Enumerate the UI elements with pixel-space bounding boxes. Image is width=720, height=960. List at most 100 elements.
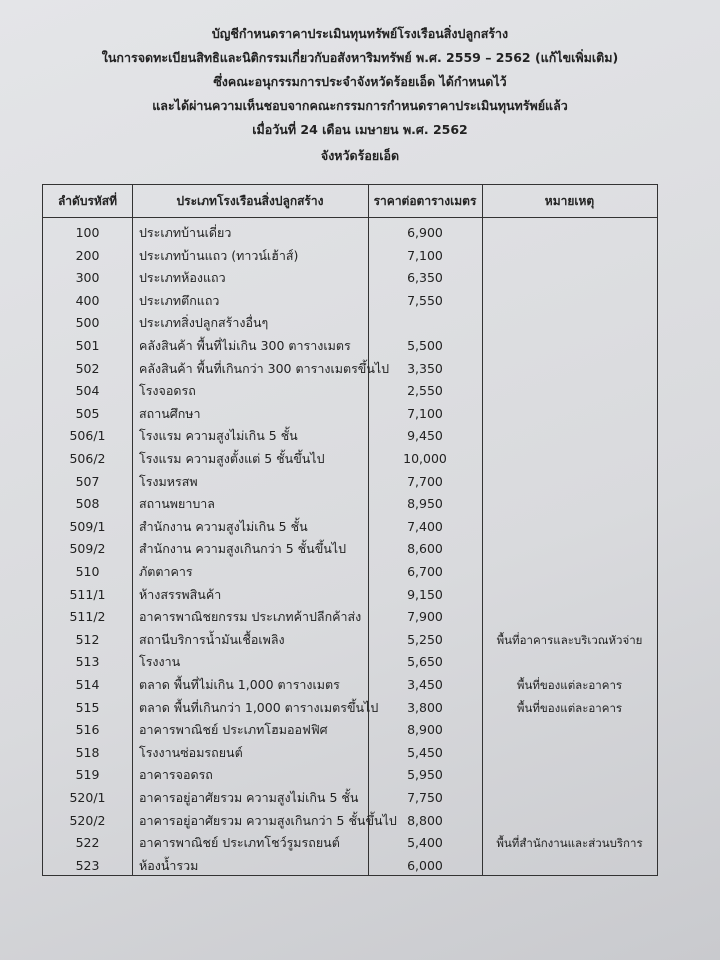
cell-type: ประเภทสิ่งปลูกสร้างอื่นๆ: [139, 315, 269, 331]
cell-code: 100: [75, 225, 100, 240]
column-header: ประเภทโรงเรือนสิ่งปลูกสร้าง: [176, 194, 324, 208]
column-header: ราคาต่อตารางเมตร: [373, 194, 477, 208]
cell-note: พื้นที่อาคารและบริเวณหัวจ่าย: [496, 632, 643, 647]
cell-type: อาคารอยู่อาศัยรวม ความสูงไม่เกิน 5 ชั้น: [139, 790, 359, 805]
cell-code: 520/1: [69, 790, 106, 805]
cell-type: ภัตตาคาร: [139, 564, 193, 579]
cell-price: 9,150: [407, 586, 443, 602]
cell-type: สำนักงาน ความสูงไม่เกิน 5 ชั้น: [139, 518, 308, 534]
cell-type: ห้องน้ำรวม: [139, 857, 199, 873]
cell-code: 522: [75, 835, 100, 851]
cell-type: สำนักงาน ความสูงเกินกว่า 5 ชั้นขึ้นไป: [139, 541, 347, 557]
cell-price: 3,800: [407, 699, 443, 715]
cell-type: ประเภทบ้านเดี่ยว: [139, 225, 232, 240]
cell-code: 520/2: [69, 812, 106, 828]
cell-type: ประเภทห้องแถว: [139, 270, 226, 286]
cell-note: พื้นที่ของแต่ละอาคาร: [516, 678, 623, 692]
cell-type: สถานีบริการน้ำมันเชื้อเพลิง: [139, 631, 285, 647]
cell-type: ตลาด พื้นที่ไม่เกิน 1,000 ตารางเมตร: [139, 677, 340, 692]
cell-price: 3,350: [407, 360, 443, 376]
column-header: หมายเหตุ: [544, 194, 595, 208]
header-line: และได้ผ่านความเห็นชอบจากคณะกรรมการกำหนดร…: [152, 98, 568, 113]
cell-code: 509/2: [69, 541, 106, 557]
cell-price: 6,900: [407, 225, 443, 240]
cell-type: ตลาด พื้นที่เกินกว่า 1,000 ตารางเมตรขึ้น…: [139, 699, 379, 715]
cell-price: 8,600: [407, 541, 443, 557]
cell-code: 511/1: [69, 586, 106, 602]
cell-type: สถานพยาบาล: [139, 496, 215, 512]
cell-type: โรงจอดรถ: [139, 383, 196, 399]
cell-code: 506/1: [69, 428, 106, 444]
cell-code: 300: [75, 270, 100, 286]
cell-code: 514: [75, 677, 100, 692]
cell-type: โรงงาน: [139, 654, 181, 670]
header-row: ลำดับรหัสที่ ประเภทโรงเรือนสิ่งปลูกสร้าง…: [43, 185, 657, 218]
cell-price: 6,350: [407, 270, 443, 286]
cell-price: 8,950: [407, 496, 443, 512]
cell-type: อาคารพาณิชย์ ประเภทโฮมออฟฟิศ: [139, 722, 328, 738]
cell-price: 5,950: [407, 767, 443, 783]
cell-price: 10,000: [403, 451, 447, 466]
cell-type: อาคารอยู่อาศัยรวม ความสูงเกินกว่า 5 ชั้น…: [139, 812, 397, 828]
cell-price: 5,400: [407, 835, 443, 851]
cell-code: 523: [75, 857, 100, 873]
cell-price: 6,700: [407, 564, 443, 579]
cell-type: โรงงานซ่อมรถยนต์: [139, 744, 243, 760]
header-line: เมื่อวันที่ 24 เดือน เมษายน พ.ศ. 2562: [252, 122, 468, 137]
cell-code: 502: [75, 360, 100, 376]
cell-price: 5,450: [407, 744, 443, 760]
cell-code: 516: [75, 722, 100, 738]
cell-type: คลังสินค้า พื้นที่ไม่เกิน 300 ตารางเมตร: [139, 338, 351, 353]
cell-code: 510: [75, 564, 100, 579]
cell-type: ประเภทตึกแถว: [139, 292, 220, 308]
cell-code: 511/2: [69, 609, 106, 625]
cell-code: 200: [75, 247, 100, 263]
header-line: ในการจดทะเบียนสิทธิและนิติกรรมเกี่ยวกับอ…: [101, 50, 619, 65]
cell-code: 504: [75, 383, 100, 399]
cell-note: พื้นที่สำนักงานและส่วนบริการ: [496, 836, 643, 851]
cell-code: 507: [75, 473, 100, 489]
cell-type: โรงแรม ความสูงตั้งแต่ 5 ชั้นขึ้นไป: [139, 451, 325, 466]
cell-price: 7,100: [407, 405, 443, 421]
cell-price: 5,500: [407, 338, 443, 353]
column-line: [132, 185, 133, 875]
table: ลำดับรหัสที่ ประเภทโรงเรือนสิ่งปลูกสร้าง…: [42, 184, 658, 876]
cell-code: 512: [75, 631, 100, 647]
cell-type: อาคารพาณิชยกรรม ประเภทค้าปลีกค้าส่ง: [139, 609, 362, 625]
cell-code: 519: [75, 767, 100, 783]
header-line: ซึ่งคณะอนุกรรมการประจำจังหวัดร้อยเอ็ด ได…: [213, 74, 507, 89]
cell-code: 500: [75, 315, 100, 331]
cell-code: 508: [75, 496, 100, 512]
column-line: [482, 185, 483, 875]
cell-price: 7,400: [407, 518, 443, 534]
cell-type: คลังสินค้า พื้นที่เกินกว่า 300 ตารางเมตร…: [139, 360, 390, 376]
cell-price: 7,900: [407, 609, 443, 625]
cell-type: โรงแรม ความสูงไม่เกิน 5 ชั้น: [139, 428, 298, 444]
cell-price: 7,100: [407, 247, 443, 263]
column-header: ลำดับรหัสที่: [57, 194, 118, 208]
cell-price: 2,550: [407, 383, 443, 399]
cell-price: 7,750: [407, 790, 443, 805]
cell-price: 8,900: [407, 722, 443, 738]
cell-code: 513: [75, 654, 100, 670]
cell-code: 501: [75, 338, 100, 353]
cell-price: 7,700: [407, 473, 443, 489]
cell-code: 400: [75, 292, 100, 308]
column-line: [368, 185, 369, 875]
cell-price: 6,000: [407, 857, 443, 873]
cell-price: 9,450: [407, 428, 443, 444]
cell-type: อาคารพาณิชย์ ประเภทโชว์รูมรถยนต์: [139, 835, 340, 851]
cell-code: 515: [75, 699, 100, 715]
cell-code: 518: [75, 744, 100, 760]
cell-type: สถานศึกษา: [139, 405, 201, 421]
cell-note: พื้นที่ของแต่ละอาคาร: [516, 700, 623, 715]
cell-price: 7,550: [407, 292, 443, 308]
cell-price: 5,650: [407, 654, 443, 670]
cell-price: 8,800: [407, 812, 443, 828]
cell-price: 5,250: [407, 631, 443, 647]
cell-code: 509/1: [69, 518, 106, 534]
cell-code: 506/2: [69, 451, 106, 466]
cell-type: อาคารจอดรถ: [139, 767, 213, 783]
cell-type: ประเภทบ้านแถว (ทาวน์เฮ้าส์): [139, 247, 299, 263]
